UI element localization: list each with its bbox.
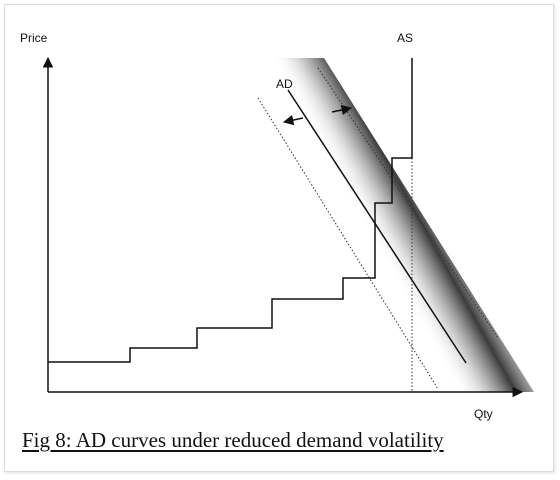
figure-caption: Fig 8: AD curves under reduced demand vo… (22, 428, 444, 452)
as-curve (48, 58, 413, 363)
ad-shift-left-arrow (282, 114, 304, 126)
ad-volatility-band (232, 58, 534, 392)
ad-curve-right-bound (317, 67, 499, 339)
ad-shift-right-arrow (331, 104, 353, 116)
y-axis-label: Price (20, 31, 48, 45)
as-curve-label: AS (397, 31, 413, 45)
ad-curve (287, 89, 467, 364)
ad-curve-left-bound (257, 97, 439, 390)
x-axis-label: Qty (474, 407, 493, 421)
ad-curve-label: AD (276, 77, 293, 91)
